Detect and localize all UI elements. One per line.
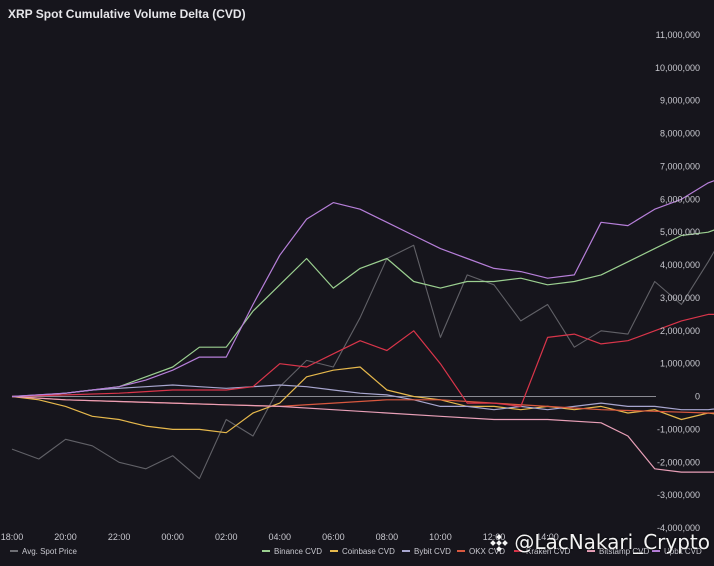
legend-label-avg-spot-price: Avg. Spot Price [22,547,78,556]
y-tick-label: 3,000,000 [660,293,700,303]
y-tick-label: 6,000,000 [660,194,700,204]
y-axis: 11,000,000 10,000,000 9,000,000 8,000,000 7,… [655,30,700,533]
y-tick-label: -2,000,000 [657,457,700,467]
legend-label-upbit-cvd: Upbit CVD [664,547,702,556]
y-tick-label: -3,000,000 [657,490,700,500]
legend-label-coinbase-cvd: Coinbase CVD [342,547,395,556]
y-tick-label: 4,000,000 [660,260,700,270]
x-tick-label: 18:00 [1,532,24,542]
legend-label-bybit-cvd: Bybit CVD [414,547,451,556]
series-line-avg-spot-price [11,244,714,480]
x-tick-label: 20:00 [54,532,77,542]
x-tick-label: 04:00 [269,532,292,542]
binance-logo-icon [490,533,509,552]
legend-label-bitstamp-cvd: Bitstamp CVD [599,547,649,556]
y-tick-label: 7,000,000 [660,161,700,171]
series-line-kraken-cvd [11,313,714,407]
y-tick-label: 0 [695,392,700,402]
x-tick-label: 08:00 [376,532,399,542]
y-tick-label: -4,000,000 [657,523,700,533]
x-tick-label: 12:00 [483,532,506,542]
watermark: @LacNakari_Crypto [490,530,710,554]
x-tick-label: 06:00 [322,532,345,542]
x-tick-label: 10:00 [429,532,452,542]
x-tick-label: 02:00 [215,532,238,542]
y-tick-label: 10,000,000 [655,63,700,73]
legend-label-okx-cvd: OKX CVD [469,547,505,556]
y-tick-label: 9,000,000 [660,96,700,106]
legend-label-kraken-cvd: Kraken CVD [526,547,571,556]
series-line-upbit-cvd [11,180,714,398]
chart-title: XRP Spot Cumulative Volume Delta (CVD) [8,7,246,21]
y-tick-label: -1,000,000 [657,424,700,434]
x-tick-label: 00:00 [161,532,184,542]
x-tick-label: 14:00 [536,532,559,542]
y-tick-label: 5,000,000 [660,227,700,237]
y-tick-label: 11,000,000 [656,30,700,40]
series-group [11,180,714,480]
x-tick-label: 22:00 [108,532,131,542]
y-tick-label: 1,000,000 [660,359,700,369]
watermark-handle: @LacNakari_Crypto [514,530,710,554]
series-line-bybit-cvd [11,384,714,411]
y-tick-label: 8,000,000 [660,129,700,139]
y-tick-label: 2,000,000 [660,326,700,336]
legend-label-binance-cvd: Binance CVD [274,547,322,556]
series-line-binance-cvd [11,229,714,398]
series-line-okx-cvd [11,395,714,414]
x-axis: 18:00 20:00 22:00 00:00 02:00 04:00 06:00 08:00… [1,532,559,542]
series-line-coinbase-cvd [11,366,714,434]
series-line-bitstamp-cvd [11,395,714,473]
legend: Avg. Spot Price Binance CVD Coinbase CVD By… [10,547,702,556]
